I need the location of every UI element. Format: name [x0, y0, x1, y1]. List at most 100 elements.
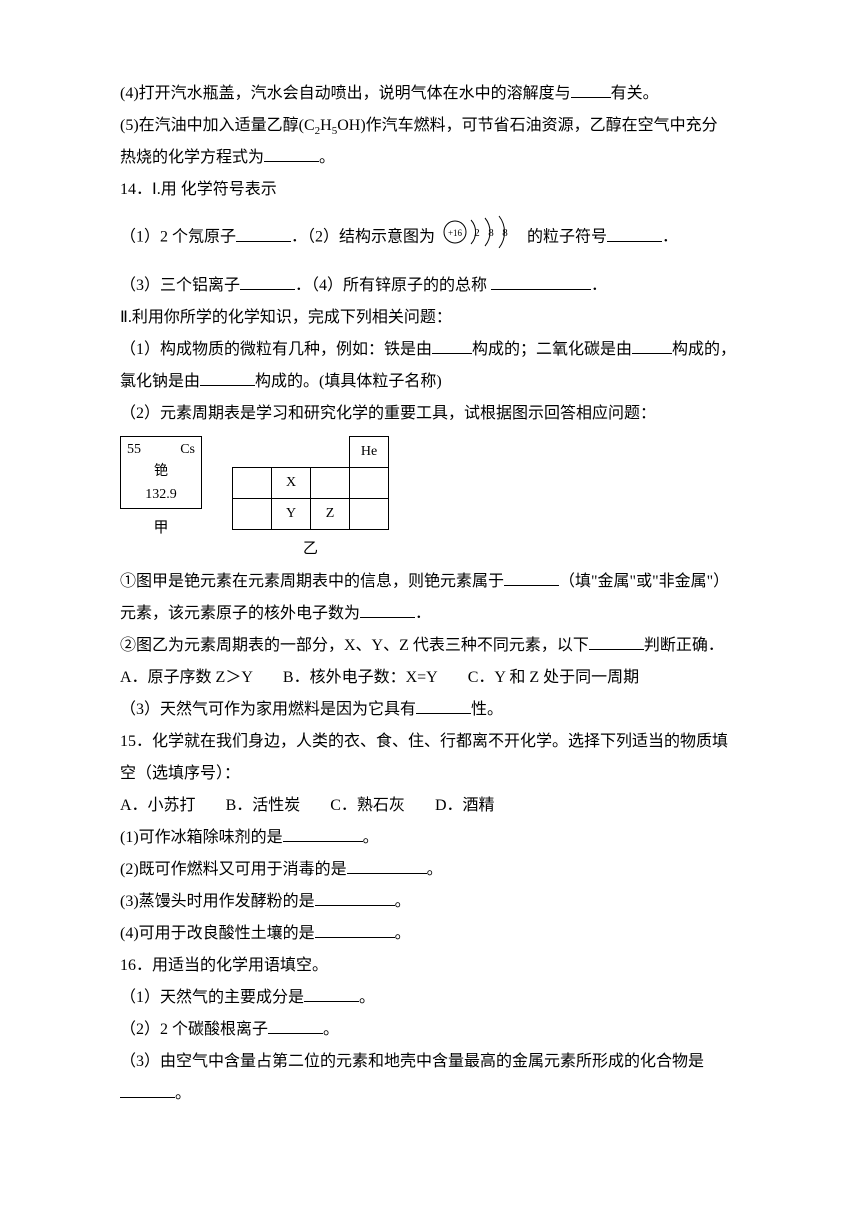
q13-5-line1: (5)在汽油中加入适量乙醇(C2H5OH)作汽车燃料，可节省石油资源，乙醇在空气… [120, 110, 740, 142]
blank[interactable] [571, 79, 611, 98]
blank[interactable] [491, 271, 591, 290]
text: ．（4）所有锌原子的的总称 [295, 277, 491, 294]
text: 。 [363, 829, 379, 846]
text: ． [591, 277, 607, 294]
text: 。 [395, 925, 411, 942]
blank[interactable] [589, 631, 644, 650]
q15-line1: 15．化学就在我们身边，人类的衣、食、住、行都离不开化学。选择下列适当的物质填 [120, 726, 740, 758]
q14-II-2-1a: ①图甲是铯元素在元素周期表中的信息，则铯元素属于 （填"金属"或"非金属"） [120, 566, 740, 598]
q16-2: （2）2 个碳酸根离子。 [120, 1014, 740, 1046]
blank[interactable] [632, 335, 672, 354]
text: （3）天然气可作为家用燃料是因为它具有 [120, 701, 416, 718]
element-symbol: Cs [180, 439, 195, 461]
q13-5-line2: 热烧的化学方程式为 。 [120, 142, 740, 174]
blank[interactable] [347, 855, 427, 874]
q16: 16．用适当的化学用语填空。 [120, 950, 740, 982]
blank[interactable] [200, 367, 255, 386]
blank[interactable] [236, 223, 291, 242]
blank[interactable] [315, 919, 395, 938]
blank[interactable] [360, 599, 415, 618]
q14-II-2: （2）元素周期表是学习和研究化学的重要工具，试根据图示回答相应问题： [120, 398, 740, 430]
text: ②图乙为元素周期表的一部分，X、Y、Z 代表三种不同元素，以下 [120, 637, 589, 654]
blank[interactable] [504, 567, 559, 586]
blank[interactable] [607, 223, 662, 242]
figure-jia: 55 Cs 铯 132.9 甲 [120, 436, 202, 543]
atom-core-text: +16 [448, 228, 463, 238]
text: ． [662, 229, 678, 246]
option-c[interactable]: C．熟石灰 [330, 797, 405, 814]
blank[interactable] [268, 1015, 323, 1034]
blank[interactable] [315, 887, 395, 906]
q14-II-1b: 氯化钠是由 构成的。(填具体粒子名称) [120, 366, 740, 398]
atom-structure-icon: +16 2 8 8 [441, 214, 521, 262]
option-c[interactable]: C．Y 和 Z 处于同一周期 [468, 669, 639, 686]
blank[interactable] [416, 695, 471, 714]
text: 的粒子符号 [527, 229, 607, 246]
caption-yi: 乙 [303, 534, 318, 564]
text: 元素，该元素原子的核外电子数为 [120, 605, 360, 622]
text: 性。 [471, 701, 503, 718]
text: 。 [175, 1085, 191, 1102]
text: H [320, 117, 332, 134]
figure-yi: He X Y Z 乙 [232, 436, 389, 564]
text: (2)既可作燃料又可用于消毒的是 [120, 861, 347, 878]
text: (4)可用于改良酸性土壤的是 [120, 925, 315, 942]
text: （1）构成物质的微粒有几种，例如：铁是由 [120, 341, 432, 358]
text: 构成的；二氧化碳是由 [472, 341, 632, 358]
q14-1: （1）2 个氖原子．（2）结构示意图为 +16 2 8 8 的粒子符号． [120, 214, 740, 262]
text: (3)蒸馒头时用作发酵粉的是 [120, 893, 315, 910]
figures-row: 55 Cs 铯 132.9 甲 He X [120, 436, 740, 564]
option-a[interactable]: A．原子序数 Z＞Y [120, 669, 253, 686]
q16-3: （3）由空气中含量占第二位的元素和地壳中含量最高的金属元素所形成的化合物是 [120, 1046, 740, 1078]
blank[interactable] [264, 143, 319, 162]
text: （3）三个铝离子 [120, 277, 240, 294]
q14-II-2-2: ②图乙为元素周期表的一部分，X、Y、Z 代表三种不同元素，以下判断正确． [120, 630, 740, 662]
blank[interactable] [432, 335, 472, 354]
text: （填"金属"或"非金属"） [559, 573, 729, 590]
text: (5)在汽油中加入适量乙醇(C [120, 117, 315, 134]
text: ①图甲是铯元素在元素周期表中的信息，则铯元素属于 [120, 573, 504, 590]
cell-he: He [350, 437, 389, 468]
text: 热烧的化学方程式为 [120, 149, 264, 166]
text: OH)作汽车燃料，可节省石油资源，乙醇在空气中充分 [337, 117, 717, 134]
q14-II-1a: （1）构成物质的微粒有几种，例如：铁是由 构成的；二氧化碳是由 构成的， [120, 334, 740, 366]
option-b[interactable]: B．核外电子数：X=Y [283, 669, 438, 686]
svg-text:8: 8 [502, 227, 508, 239]
atomic-mass: 132.9 [121, 484, 201, 506]
text: 构成的。(填具体粒子名称) [255, 373, 442, 390]
q15-options: A．小苏打 B．活性炭 C．熟石灰 D．酒精 [120, 790, 740, 822]
q13-4: (4)打开汽水瓶盖，汽水会自动喷出，说明气体在水中的溶解度与有关。 [120, 78, 740, 110]
q14-II-3: （3）天然气可作为家用燃料是因为它具有 性。 [120, 694, 740, 726]
blank[interactable] [240, 271, 295, 290]
text: 有关。 [611, 85, 659, 102]
cell-y: Y [272, 499, 311, 530]
text: 构成的， [672, 341, 736, 358]
spacer [120, 262, 740, 270]
q15-2: (2)既可作燃料又可用于消毒的是 。 [120, 854, 740, 886]
cell-x: X [272, 468, 311, 499]
text: 。 [323, 1021, 339, 1038]
q14-II-2-1b: 元素，该元素原子的核外电子数为． [120, 598, 740, 630]
option-d[interactable]: D．酒精 [435, 797, 495, 814]
text: （1）2 个氖原子 [120, 229, 236, 246]
option-a[interactable]: A．小苏打 [120, 797, 196, 814]
blank[interactable] [120, 1079, 175, 1098]
element-name: 铯 [121, 461, 201, 483]
text: 。 [319, 149, 335, 166]
text: （1）天然气的主要成分是 [120, 989, 304, 1006]
caption-jia: 甲 [153, 513, 168, 543]
text: 。 [395, 893, 411, 910]
q14-II: Ⅱ.利用你所学的化学知识，完成下列相关问题： [120, 302, 740, 334]
blank[interactable] [304, 983, 359, 1002]
text: 氯化钠是由 [120, 373, 200, 390]
text: 。 [427, 861, 443, 878]
exam-page: (4)打开汽水瓶盖，汽水会自动喷出，说明气体在水中的溶解度与有关。 (5)在汽油… [0, 0, 860, 1216]
spacer [120, 206, 740, 214]
atomic-number: 55 [127, 439, 141, 461]
blank[interactable] [283, 823, 363, 842]
periodic-fragment: He X Y Z [232, 436, 389, 530]
text: (1)可作冰箱除味剂的是 [120, 829, 283, 846]
q15-line2: 空（选填序号）： [120, 758, 740, 790]
q14-options: A．原子序数 Z＞Y B．核外电子数：X=Y C．Y 和 Z 处于同一周期 [120, 662, 740, 694]
option-b[interactable]: B．活性炭 [226, 797, 301, 814]
